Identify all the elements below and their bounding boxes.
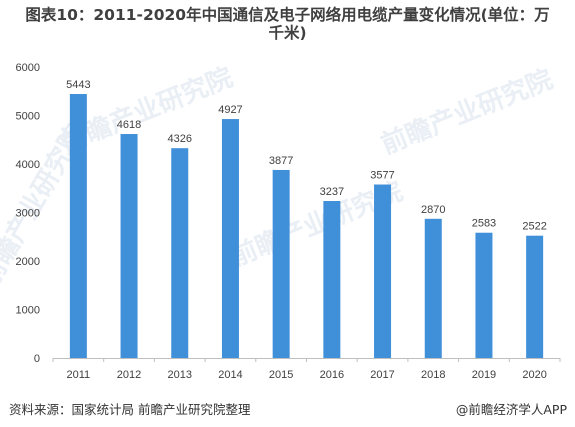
bar-2019 <box>475 232 493 358</box>
x-tick-label-2016: 2016 <box>320 369 344 381</box>
y-tick-label-5000: 5000 <box>16 111 40 123</box>
bar-2013 <box>171 148 189 358</box>
source-note: 资料来源：国家统计局 前瞻产业研究院整理 <box>9 402 251 417</box>
bar-2017 <box>374 184 392 358</box>
data-label-2017: 3577 <box>370 170 394 182</box>
x-tick-label-2015: 2015 <box>269 369 293 381</box>
bar-2020 <box>526 235 544 358</box>
bar-2014 <box>221 119 239 358</box>
data-label-2016: 3237 <box>320 186 344 198</box>
bar-2015 <box>272 169 290 358</box>
data-label-2012: 4618 <box>117 119 141 131</box>
y-tick-label-4000: 4000 <box>16 159 40 171</box>
y-tick-label-6000: 6000 <box>16 62 40 74</box>
y-tick-label-1000: 1000 <box>16 305 40 317</box>
y-tick-label-3000: 3000 <box>16 208 40 220</box>
x-tick-label-2011: 2011 <box>67 369 91 381</box>
data-label-2020: 2522 <box>522 221 546 233</box>
data-label-2018: 2870 <box>421 204 445 216</box>
data-label-2019: 2583 <box>472 218 496 230</box>
x-tick-label-2013: 2013 <box>168 369 192 381</box>
brand-label: @前瞻经济学人APP <box>455 402 567 417</box>
chart-title: 图表10：2011-2020年中国通信及电子网络用电缆产量变化情况(单位：万 千… <box>0 6 575 42</box>
bar-2011 <box>69 94 87 359</box>
x-tick-label-2018: 2018 <box>421 369 445 381</box>
bar-2012 <box>120 134 138 358</box>
data-label-2015: 3877 <box>269 155 293 167</box>
x-tick-label-2017: 2017 <box>370 369 394 381</box>
x-tick-label-2020: 2020 <box>522 369 546 381</box>
x-tick-label-2019: 2019 <box>472 369 496 381</box>
watermark-3: 前瞻产业研究院 <box>377 64 557 161</box>
x-tick-label-2014: 2014 <box>218 369 242 381</box>
x-tick-label-2012: 2012 <box>117 369 141 381</box>
bar-2018 <box>424 218 442 358</box>
data-label-2014: 4927 <box>218 104 242 116</box>
chart-title-line-2: 千米) <box>268 24 307 42</box>
bar-2016 <box>323 201 341 358</box>
data-label-2013: 4326 <box>168 133 192 145</box>
chart-title-line-1: 图表10：2011-2020年中国通信及电子网络用电缆产量变化情况(单位：万 <box>25 6 550 24</box>
y-tick-label-2000: 2000 <box>16 256 40 268</box>
data-label-2011: 5443 <box>66 79 90 91</box>
y-tick-label-0: 0 <box>34 353 40 365</box>
